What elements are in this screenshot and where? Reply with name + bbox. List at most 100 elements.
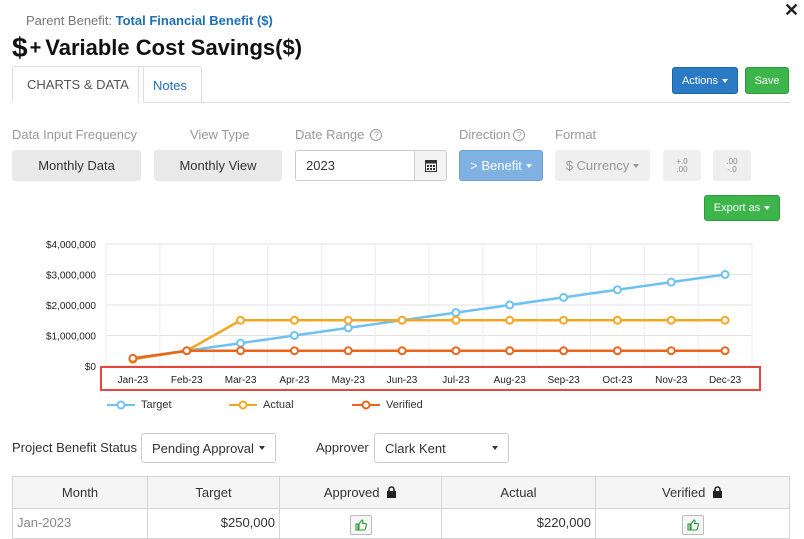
direction-label: Direction? <box>459 127 526 142</box>
increase-decimal-button[interactable]: +.0 .00 <box>663 150 701 181</box>
approver-select[interactable]: Clark Kent <box>374 433 509 463</box>
tab-notes[interactable]: Notes <box>138 66 202 103</box>
x-tick-label: Mar-23 <box>225 375 257 386</box>
table-row: Jan-2023 $250,000 $220,000 <box>12 508 790 539</box>
savings-line-chart: $4,000,000 $3,000,000 $2,000,000 $1,000,000… <box>46 240 761 391</box>
verify-button[interactable] <box>681 515 704 535</box>
data-point-actual <box>720 315 730 325</box>
actions-button[interactable]: Actions <box>672 67 738 94</box>
close-icon[interactable]: ✕ <box>784 0 800 20</box>
y-tick-label: $1,000,000 <box>46 332 96 343</box>
data-point-actual <box>612 315 622 325</box>
calendar-icon[interactable] <box>414 150 447 181</box>
x-tick-label: Sep-23 <box>547 375 580 386</box>
legend-marker <box>238 400 248 410</box>
parent-benefit-label: Parent Benefit: <box>26 13 112 28</box>
direction-dropdown[interactable]: > Benefit <box>459 150 543 181</box>
page-title: $ + Variable Cost Savings($) <box>12 32 302 64</box>
data-point-target <box>236 338 246 348</box>
x-tick-label: Nov-23 <box>655 375 688 386</box>
decimal-bottom: -.0 <box>727 164 737 174</box>
parent-benefit-link[interactable]: Total Financial Benefit ($) <box>115 13 273 28</box>
series-line-actual <box>132 319 726 361</box>
chevron-down-icon <box>764 206 771 210</box>
benefit-data-table: Month Target Approved Actual Verified Ja… <box>12 476 790 539</box>
view-type-button[interactable]: Monthly View <box>154 150 282 181</box>
help-icon[interactable]: ? <box>513 129 526 141</box>
cell-approved <box>279 508 442 539</box>
plus-prefix: + <box>29 36 42 59</box>
decrease-decimal-button[interactable]: .00 -.0 <box>713 150 751 181</box>
legend-item-target[interactable]: Target <box>107 399 172 411</box>
data-point-target <box>666 277 676 287</box>
benefit-status-value: Pending Approval <box>152 440 254 456</box>
format-dropdown[interactable]: $ Currency <box>555 150 650 181</box>
data-point-actual <box>397 315 407 325</box>
header-target: Target <box>147 476 280 509</box>
data-point-actual <box>666 315 676 325</box>
export-button[interactable]: Export as <box>704 195 780 221</box>
frequency-button[interactable]: Monthly Data <box>12 150 141 181</box>
data-point-verified <box>128 353 138 363</box>
cell-verified <box>595 508 790 539</box>
header-verified-label: Verified <box>662 485 706 500</box>
chevron-down-icon <box>259 446 265 450</box>
legend-marker <box>361 400 371 410</box>
date-range-input[interactable]: 2023 <box>295 150 415 181</box>
data-point-actual <box>236 315 246 325</box>
chevron-down-icon <box>722 78 729 83</box>
x-tick-label: Oct-23 <box>602 375 632 386</box>
data-point-target <box>451 308 461 318</box>
x-tick-label: Aug-23 <box>494 375 527 386</box>
dollar-icon: $ <box>12 32 28 63</box>
cell-month: Jan-2023 <box>12 508 148 539</box>
data-point-target <box>289 331 299 340</box>
data-point-actual <box>343 315 353 325</box>
decimal-top: .00 <box>726 156 738 166</box>
data-point-verified <box>666 346 676 356</box>
data-point-target <box>343 323 353 333</box>
header-approved-label: Approved <box>323 485 380 500</box>
benefit-status-select[interactable]: Pending Approval <box>141 433 276 463</box>
chevron-down-icon <box>633 163 640 168</box>
y-tick-label: $2,000,000 <box>46 301 96 312</box>
cell-actual: $220,000 <box>441 508 596 539</box>
x-tick-label: Jul-23 <box>442 375 470 386</box>
x-tick-label: Jun-23 <box>387 375 418 386</box>
legend-label: Verified <box>386 399 423 411</box>
x-tick-label: Dec-23 <box>709 375 742 386</box>
page-title-text: Variable Cost Savings($) <box>45 35 303 60</box>
data-point-verified <box>343 346 353 356</box>
tab-charts-data[interactable]: CHARTS & DATA <box>12 66 144 103</box>
tabs-divider <box>12 102 790 103</box>
view-type-label: View Type <box>190 127 250 142</box>
lock-icon <box>387 486 397 498</box>
series-line-verified <box>132 349 726 360</box>
parent-benefit: Parent Benefit: Total Financial Benefit … <box>26 13 273 28</box>
legend-item-verified[interactable]: Verified <box>352 399 423 411</box>
y-tick-label: $0 <box>85 362 97 373</box>
header-approved: Approved <box>279 476 442 509</box>
date-range-label-text: Date Range <box>295 127 365 142</box>
header-month: Month <box>12 476 148 509</box>
data-point-verified <box>182 346 192 356</box>
legend-item-actual[interactable]: Actual <box>229 399 294 411</box>
x-tick-label: May-23 <box>332 375 366 386</box>
legend-label: Actual <box>263 399 294 411</box>
help-icon[interactable]: ? <box>370 129 383 141</box>
direction-label-text: Direction <box>459 127 511 142</box>
y-tick-label: $3,000,000 <box>46 271 96 282</box>
date-range-label: Date Range? <box>295 127 383 142</box>
decimal-bottom: .00 <box>676 164 688 174</box>
save-button[interactable]: Save <box>745 67 789 94</box>
chevron-down-icon <box>492 446 498 450</box>
data-point-verified <box>612 346 622 356</box>
decimal-top: +.0 <box>676 156 688 166</box>
header-actual: Actual <box>441 476 596 509</box>
data-point-verified <box>505 346 515 356</box>
approver-label: Approver <box>316 440 369 455</box>
thumbs-up-icon <box>354 519 367 531</box>
approve-button[interactable] <box>349 515 372 535</box>
data-point-actual <box>289 315 299 325</box>
table-header-row: Month Target Approved Actual Verified <box>12 476 790 509</box>
